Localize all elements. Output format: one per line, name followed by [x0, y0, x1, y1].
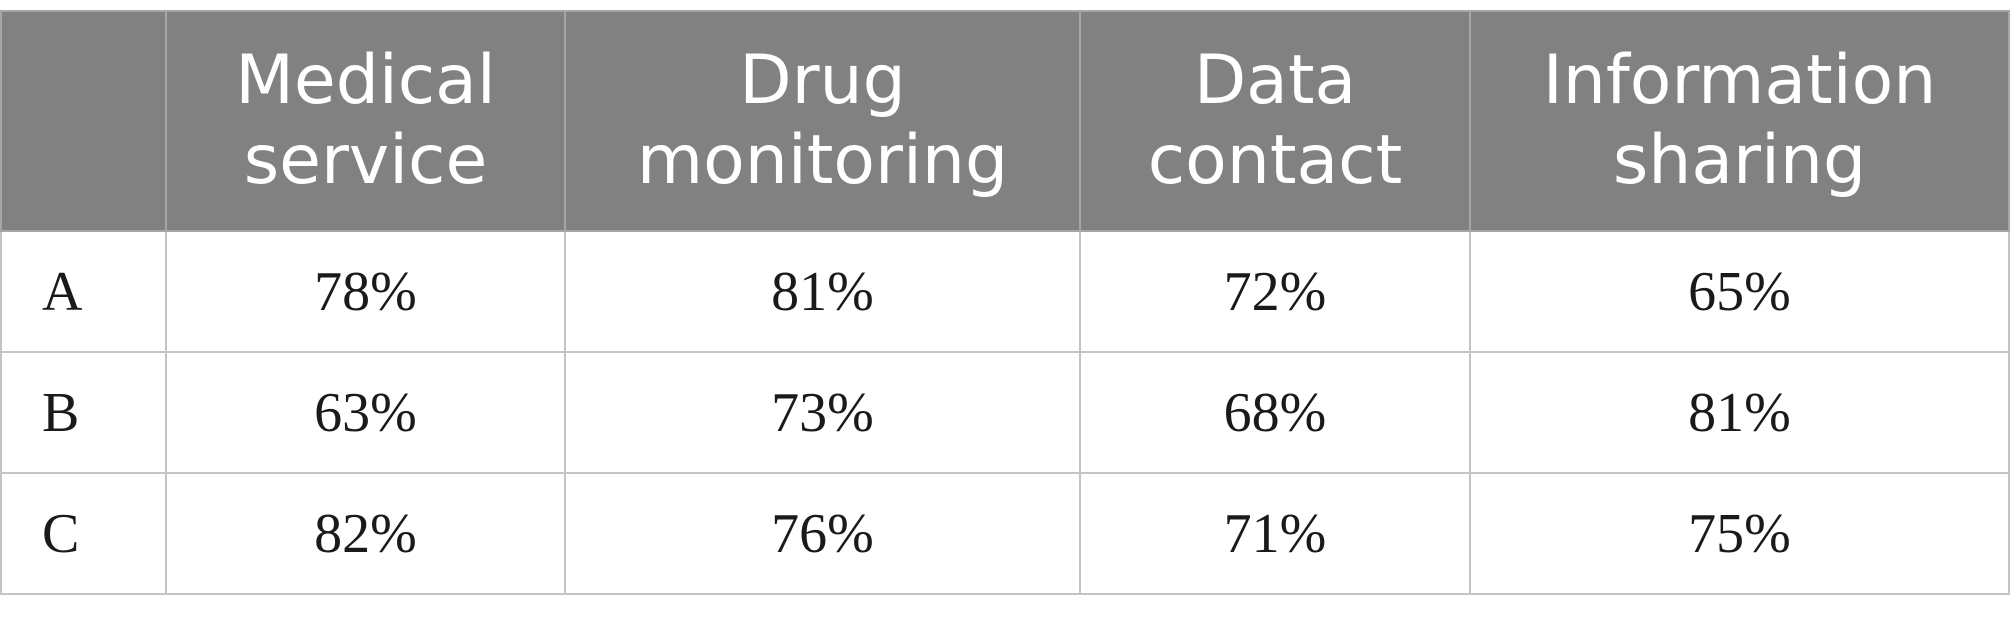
- table-cell: 68%: [1079, 351, 1471, 474]
- table-row: C 82% 76% 71% 75%: [0, 472, 2010, 595]
- header-cell-drug-monitoring: Drug monitoring: [564, 10, 1081, 232]
- header-cell-corner: [0, 10, 167, 232]
- table-cell: 73%: [564, 351, 1081, 474]
- table-cell: 72%: [1079, 230, 1471, 353]
- header-cell-information-sharing: Information sharing: [1469, 10, 2010, 232]
- row-label: C: [0, 472, 167, 595]
- table-cell: 78%: [165, 230, 566, 353]
- header-cell-medical-service: Medical service: [165, 10, 566, 232]
- table-body: A 78% 81% 72% 65% B 63% 73% 68% 81% C 82…: [0, 230, 2010, 595]
- table-cell: 63%: [165, 351, 566, 474]
- header-row: Medical service Drug monitoring Data con…: [0, 10, 2010, 232]
- header-line: Information: [1542, 41, 1937, 120]
- table-cell: 81%: [564, 230, 1081, 353]
- table-cell: 65%: [1469, 230, 2010, 353]
- table-cell: 75%: [1469, 472, 2010, 595]
- row-label: A: [0, 230, 167, 353]
- header-cell-data-contact: Data contact: [1079, 10, 1471, 232]
- header-line: monitoring: [636, 121, 1009, 200]
- header-line: Medical: [235, 41, 496, 120]
- table-cell: 81%: [1469, 351, 2010, 474]
- table-header: Medical service Drug monitoring Data con…: [0, 10, 2010, 232]
- data-table: Medical service Drug monitoring Data con…: [0, 10, 2010, 595]
- table-cell: 76%: [564, 472, 1081, 595]
- table-row: A 78% 81% 72% 65%: [0, 230, 2010, 353]
- header-line: Drug: [739, 41, 906, 120]
- header-line: Data: [1193, 41, 1357, 120]
- header-line: contact: [1147, 121, 1403, 200]
- table-row: B 63% 73% 68% 81%: [0, 351, 2010, 474]
- row-label: B: [0, 351, 167, 474]
- header-line: service: [243, 121, 488, 200]
- table-cell: 71%: [1079, 472, 1471, 595]
- table-cell: 82%: [165, 472, 566, 595]
- header-line: sharing: [1612, 121, 1867, 200]
